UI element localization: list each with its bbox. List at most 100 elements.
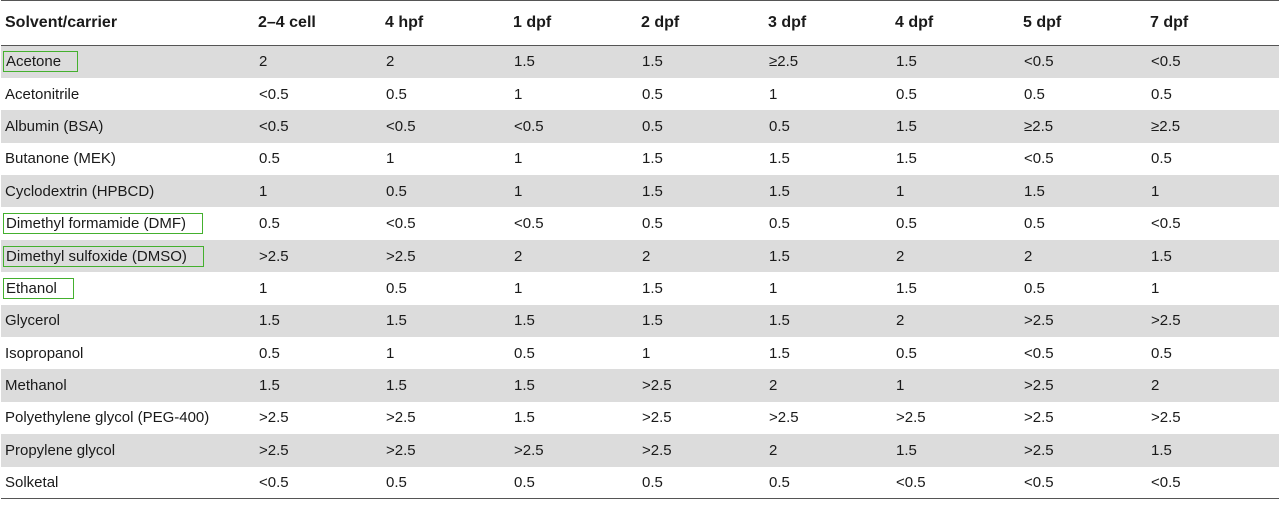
value-cell: <0.5 (259, 85, 289, 103)
value-cell: 0.5 (386, 279, 407, 297)
value-cell: 1.5 (769, 150, 790, 168)
value-cell: >2.5 (1024, 312, 1054, 330)
column-header-stage: 7 dpf (1146, 0, 1279, 46)
table-row: Isopropanol 0.5 1 0.5 1 1.5 0.5 <0.5 0.5 (1, 337, 1279, 369)
value-cell: 2 (896, 312, 905, 330)
value-cell: <0.5 (1024, 150, 1054, 168)
value-cell: >2.5 (514, 441, 544, 459)
value-cell: 0.5 (769, 215, 790, 233)
solvent-name: Polyethylene glycol (PEG-400) (5, 409, 210, 427)
value-cell: 0.5 (259, 150, 280, 168)
value-cell: 0.5 (642, 117, 663, 135)
value-cell: 0.5 (637, 466, 764, 500)
value-cell: 1 (769, 279, 778, 297)
value-cell: >2.5 (1024, 409, 1054, 427)
value-cell: 0.5 (381, 466, 509, 500)
value-cell: >2.5 (259, 409, 289, 427)
value-cell: 1 (259, 182, 268, 200)
value-cell: 1.5 (642, 150, 663, 168)
value-cell: 1.5 (514, 312, 535, 330)
value-cell: 0.5 (1151, 85, 1172, 103)
value-cell: 1.5 (386, 312, 407, 330)
solvent-name-cell: Dimethyl formamide (DMF) (1, 207, 254, 239)
table-row: Dimethyl sulfoxide (DMSO) >2.5 >2.5 2 2 1.5 2 2… (1, 239, 1279, 273)
value-cell: 1.5 (642, 312, 663, 330)
value-cell: 1.5 (642, 279, 663, 297)
value-cell: >2.5 (1024, 441, 1054, 459)
value-cell: <0.5 (514, 117, 544, 135)
solvent-name: Solketal (5, 474, 59, 492)
value-cell: 2 (386, 53, 395, 71)
table-row: Butanone (MEK) 0.5 1 1 1.5 1.5 1.5 <0.5 0.5 (1, 143, 1279, 175)
table-row: Polyethylene glycol (PEG-400) >2.5 >2.5 1.5… (1, 402, 1279, 434)
value-cell: 0.5 (386, 182, 407, 200)
value-cell: 1.5 (769, 247, 790, 265)
value-cell: 0.5 (896, 215, 917, 233)
table-row: Glycerol 1.5 1.5 1.5 1.5 1.5 2 >2.5 >2.5 (1, 304, 1279, 338)
value-cell: >2.5 (896, 409, 926, 427)
highlighted-solvent-name: Dimethyl formamide (DMF) (3, 213, 204, 235)
value-cell: 2 (642, 247, 651, 265)
value-cell: 2 (514, 247, 523, 265)
solvent-tolerance-table: Solvent/carrier 2–4 cell 4 hpf 1 dpf 2 dpf 3 … (1, 0, 1279, 500)
value-cell: 1.5 (514, 53, 535, 71)
value-cell: 0.5 (1151, 150, 1172, 168)
solvent-name: Albumin (BSA) (5, 117, 104, 135)
value-cell: 0.5 (769, 117, 790, 135)
value-cell: 1 (896, 182, 905, 200)
value-cell: >2.5 (259, 441, 289, 459)
value-cell: 0.5 (896, 344, 917, 362)
solvent-name: Acetonitrile (5, 85, 80, 103)
column-header-stage: 1 dpf (509, 0, 637, 46)
value-cell: 1 (1151, 279, 1160, 297)
value-cell: 2 (896, 247, 905, 265)
solvent-name-cell: Glycerol (1, 305, 254, 337)
value-cell: 1.5 (896, 150, 917, 168)
column-header-stage: 4 hpf (381, 0, 509, 46)
value-cell: 2 (1151, 377, 1160, 395)
solvent-name-cell: Ethanol (1, 272, 254, 304)
value-cell: 1 (514, 150, 523, 168)
value-cell: <0.5 (1019, 466, 1146, 500)
solvent-name-cell: Propylene glycol (1, 434, 254, 466)
value-cell: 1.5 (769, 344, 790, 362)
table-row: Dimethyl formamide (DMF) 0.5 <0.5 <0.5 0.5 0.… (1, 207, 1279, 239)
solvent-name-cell: Polyethylene glycol (PEG-400) (1, 402, 254, 434)
value-cell: 1 (1151, 182, 1160, 200)
value-cell: 1.5 (642, 53, 663, 71)
solvent-name: Propylene glycol (5, 441, 116, 459)
value-cell: 1.5 (259, 312, 280, 330)
value-cell: 0.5 (514, 344, 535, 362)
value-cell: 1 (514, 85, 523, 103)
value-cell: >2.5 (386, 409, 416, 427)
table-body: Acetone 2 2 1.5 1.5 ≥2.5 1.5 <0.5 <0.5 Acetonitri… (1, 45, 1279, 500)
value-cell: 1.5 (1024, 182, 1045, 200)
value-cell: 0.5 (1024, 85, 1045, 103)
table-row: Methanol 1.5 1.5 1.5 >2.5 2 1 >2.5 2 (1, 369, 1279, 402)
value-cell: 1.5 (514, 377, 535, 395)
value-cell: 1 (514, 182, 523, 200)
value-cell: >2.5 (1151, 312, 1181, 330)
value-cell: 2 (769, 377, 778, 395)
value-cell: 0.5 (642, 85, 663, 103)
highlighted-solvent-name: Dimethyl sulfoxide (DMSO) (3, 245, 204, 267)
value-cell: >2.5 (1151, 409, 1181, 427)
highlighted-solvent-name: Ethanol (3, 277, 74, 299)
value-cell: 1.5 (642, 182, 663, 200)
value-cell: <0.5 (386, 215, 416, 233)
value-cell: 0.5 (642, 215, 663, 233)
value-cell: 1.5 (386, 377, 407, 395)
value-cell: 1.5 (896, 441, 917, 459)
solvent-name-cell: Solketal (1, 466, 254, 500)
value-cell: <0.5 (1024, 53, 1054, 71)
value-cell: 1.5 (259, 377, 280, 395)
value-cell: 1.5 (896, 117, 917, 135)
column-header-stage: 5 dpf (1019, 0, 1146, 46)
solvent-name: Methanol (5, 377, 67, 395)
table-row: Ethanol 1 0.5 1 1.5 1 1.5 0.5 1 (1, 272, 1279, 304)
solvent-name-cell: Methanol (1, 369, 254, 401)
value-cell: 0.5 (259, 344, 280, 362)
value-cell: 0.5 (259, 215, 280, 233)
value-cell: >2.5 (769, 409, 799, 427)
value-cell: 0.5 (509, 466, 637, 500)
